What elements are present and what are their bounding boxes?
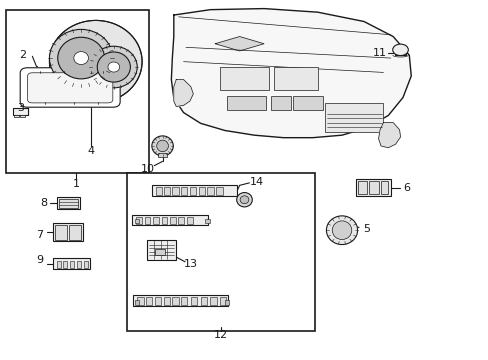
Ellipse shape <box>152 136 173 156</box>
Polygon shape <box>171 9 410 138</box>
Text: 4: 4 <box>87 146 94 156</box>
Text: 6: 6 <box>402 183 409 193</box>
Bar <box>136 217 142 224</box>
Bar <box>133 295 228 306</box>
Bar <box>216 187 222 195</box>
Text: 12: 12 <box>214 330 228 340</box>
Bar <box>380 181 387 194</box>
Text: 9: 9 <box>36 255 43 265</box>
Ellipse shape <box>90 46 137 88</box>
Ellipse shape <box>236 193 252 207</box>
Bar <box>5 10 149 173</box>
Bar <box>178 217 183 224</box>
Bar <box>152 185 237 196</box>
Ellipse shape <box>326 216 357 244</box>
Bar <box>189 187 196 195</box>
Bar <box>368 181 378 194</box>
Bar <box>53 223 82 241</box>
Bar <box>355 179 390 196</box>
Ellipse shape <box>331 221 351 239</box>
Text: 14: 14 <box>249 177 263 187</box>
Bar <box>163 187 170 195</box>
Polygon shape <box>173 80 193 107</box>
Bar <box>224 300 229 305</box>
Bar <box>146 297 152 305</box>
Ellipse shape <box>392 44 407 55</box>
Bar <box>57 261 61 267</box>
Bar <box>158 153 167 157</box>
Bar <box>200 297 206 305</box>
Bar <box>293 96 322 110</box>
Bar <box>77 261 81 267</box>
Bar <box>147 240 176 260</box>
Ellipse shape <box>157 140 168 152</box>
Bar <box>198 187 204 195</box>
Ellipse shape <box>74 51 88 64</box>
Bar <box>227 96 266 110</box>
Bar <box>172 187 178 195</box>
Bar <box>70 261 74 267</box>
Bar <box>83 261 88 267</box>
Bar <box>69 225 81 239</box>
Text: 2: 2 <box>19 50 26 60</box>
Ellipse shape <box>108 62 120 72</box>
Text: 8: 8 <box>40 198 47 208</box>
Bar <box>210 297 216 305</box>
Text: 13: 13 <box>183 259 198 269</box>
Text: 5: 5 <box>362 225 369 234</box>
Bar <box>13 108 28 116</box>
Bar <box>63 261 67 267</box>
Bar <box>156 187 162 195</box>
Bar <box>144 217 150 224</box>
Bar <box>181 297 187 305</box>
Polygon shape <box>215 37 264 51</box>
Bar <box>137 297 143 305</box>
Bar <box>190 297 197 305</box>
Bar <box>53 258 90 269</box>
Bar <box>135 300 139 305</box>
Bar <box>59 199 78 208</box>
Text: 10: 10 <box>141 163 155 174</box>
Bar <box>220 67 268 90</box>
Ellipse shape <box>49 21 142 103</box>
FancyBboxPatch shape <box>20 68 120 107</box>
Ellipse shape <box>97 52 130 82</box>
Text: 1: 1 <box>73 179 80 189</box>
Bar <box>207 187 213 195</box>
Bar <box>155 249 164 255</box>
Bar <box>273 67 317 90</box>
Text: 7: 7 <box>36 230 43 239</box>
Bar <box>394 49 406 55</box>
Bar <box>271 96 290 110</box>
Polygon shape <box>378 123 400 148</box>
Bar <box>20 115 25 117</box>
Bar <box>155 297 161 305</box>
Bar <box>132 215 207 225</box>
Bar <box>205 219 209 223</box>
Text: 3: 3 <box>18 103 24 113</box>
Bar <box>55 225 67 239</box>
Bar <box>325 103 383 132</box>
Bar <box>169 217 175 224</box>
Ellipse shape <box>49 30 113 87</box>
Bar <box>163 297 169 305</box>
Bar <box>57 197 80 210</box>
Bar <box>135 219 139 223</box>
Bar <box>161 217 167 224</box>
Bar <box>172 297 178 305</box>
Ellipse shape <box>240 196 248 204</box>
Bar <box>220 297 226 305</box>
Bar <box>153 217 158 224</box>
Bar <box>186 217 192 224</box>
Text: 11: 11 <box>372 48 386 58</box>
FancyBboxPatch shape <box>27 73 113 103</box>
Bar <box>14 115 19 117</box>
Bar <box>357 181 366 194</box>
Ellipse shape <box>58 37 104 79</box>
Bar <box>127 173 315 330</box>
Bar <box>181 187 187 195</box>
